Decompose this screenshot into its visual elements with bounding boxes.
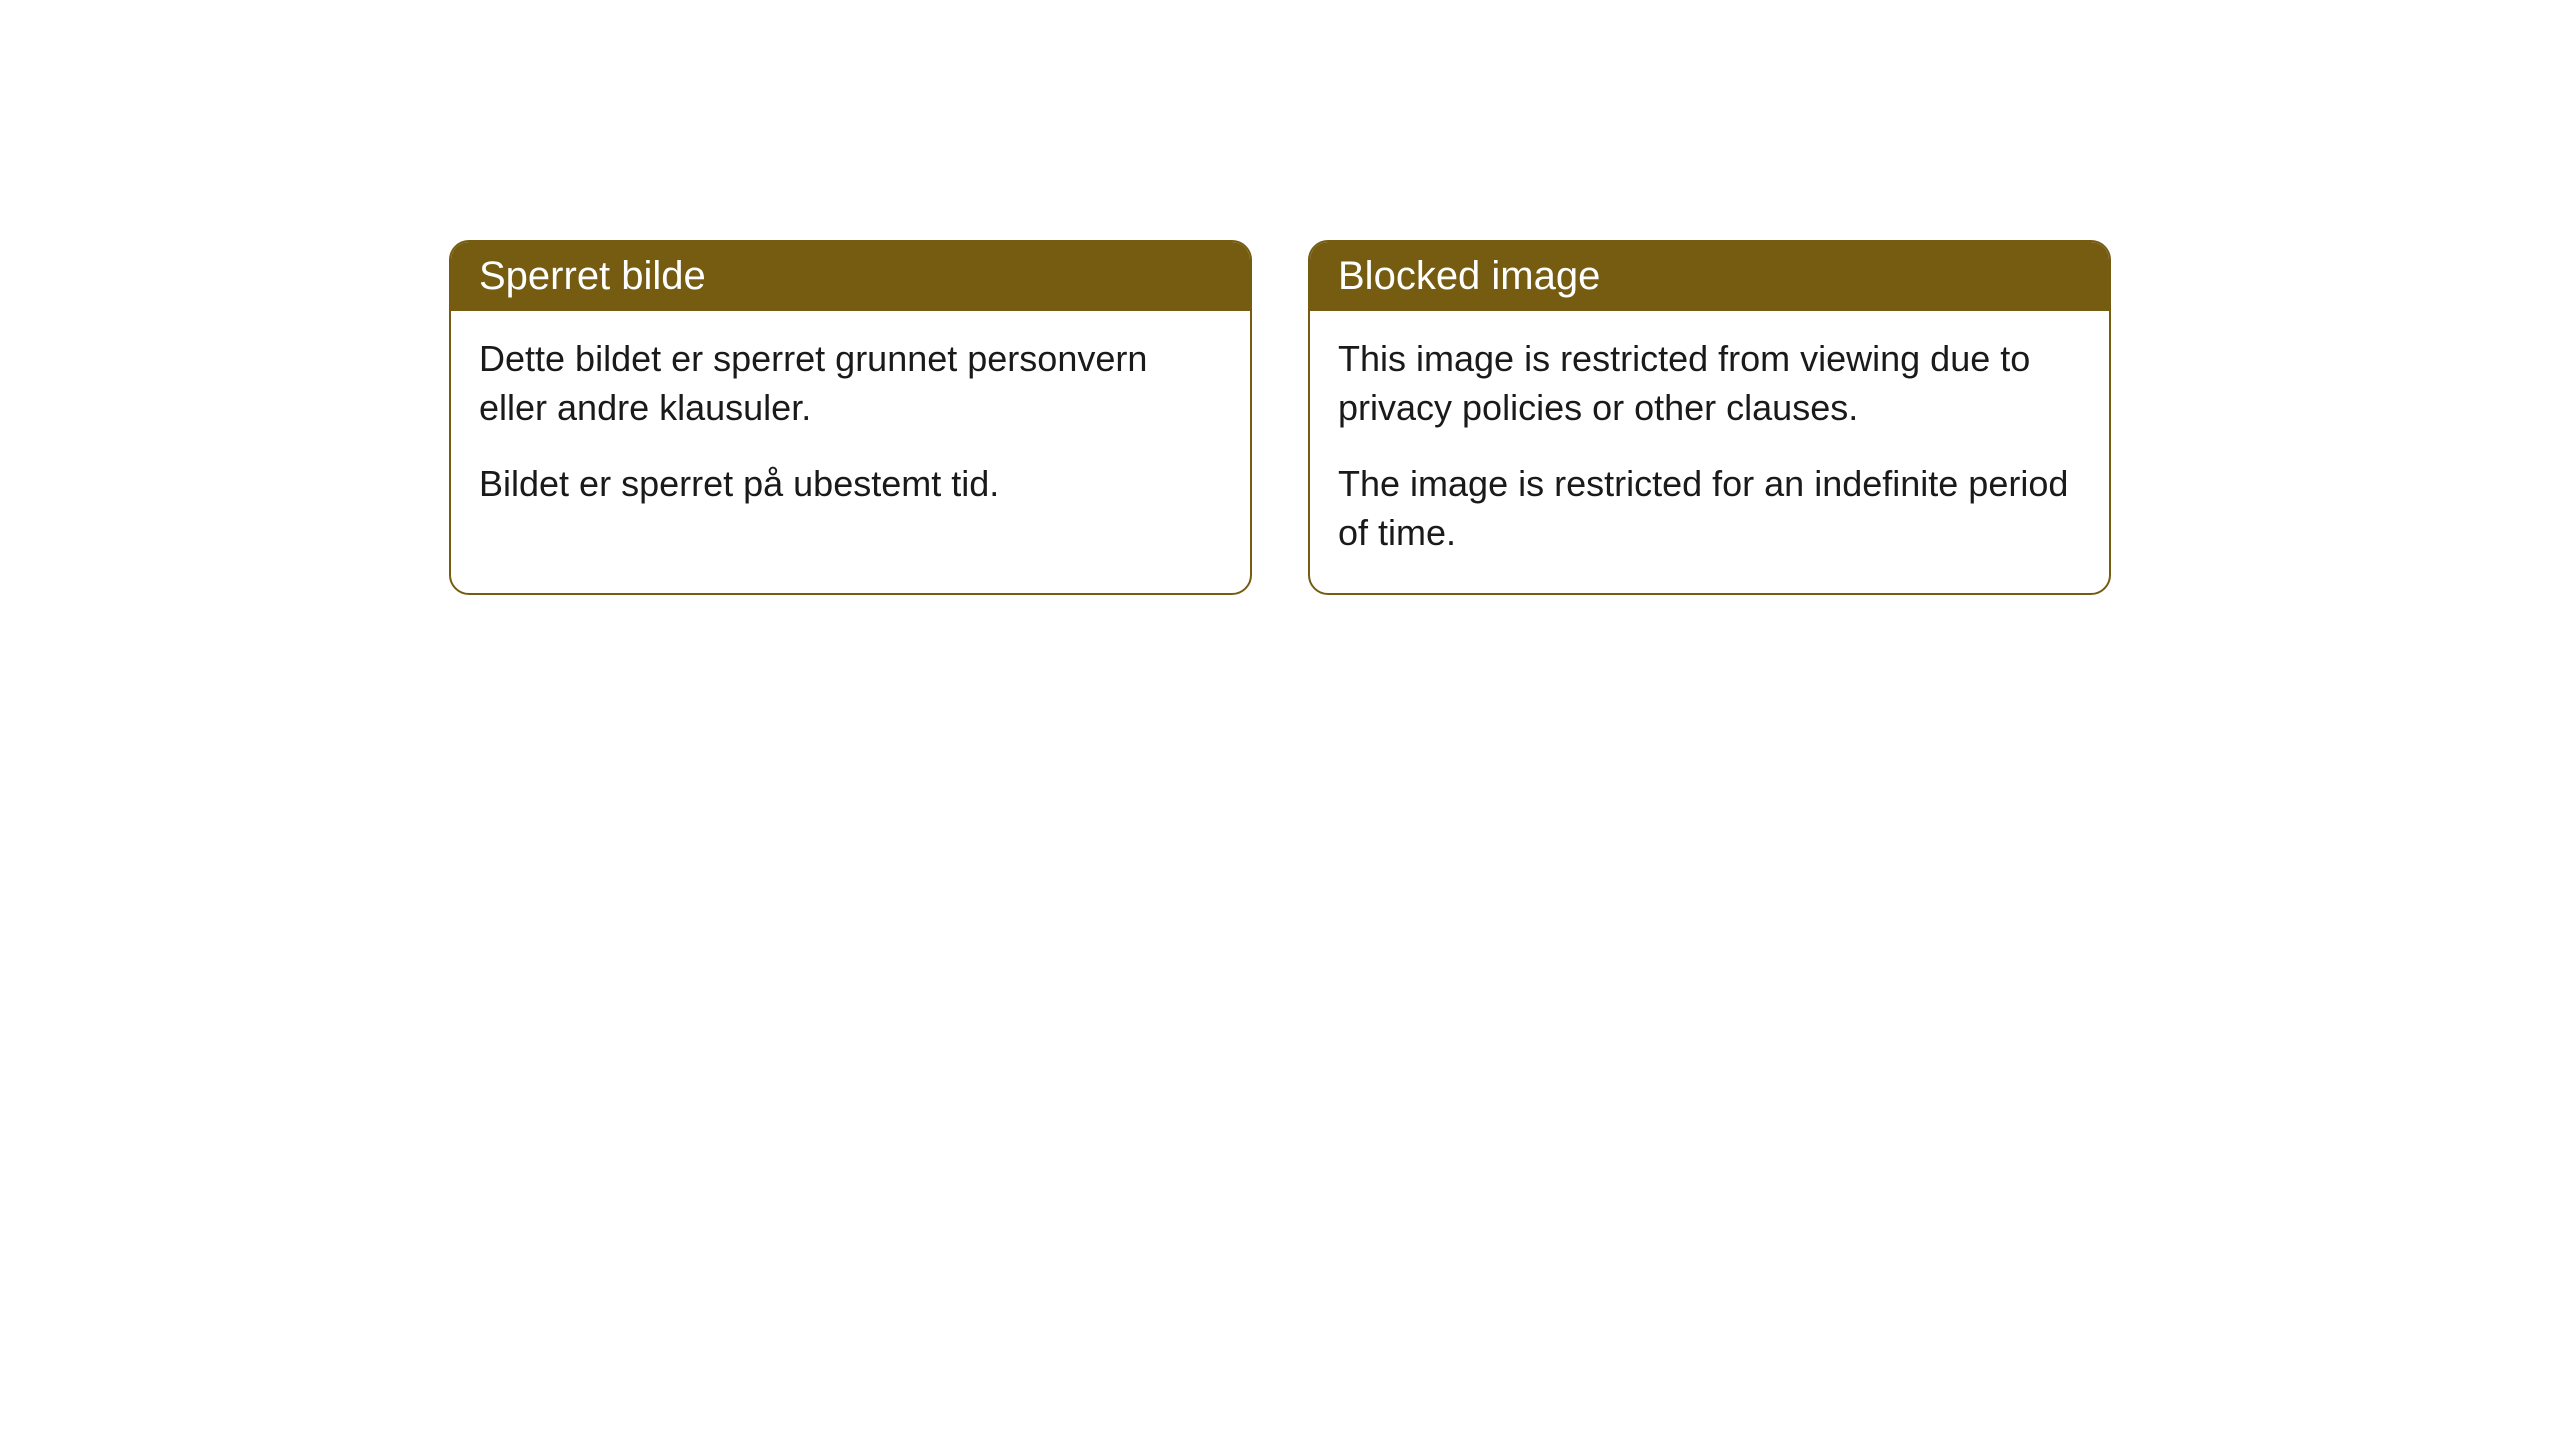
card-title-english: Blocked image	[1338, 254, 1600, 298]
card-norwegian: Sperret bilde Dette bildet er sperret gr…	[449, 240, 1252, 595]
card-title-norwegian: Sperret bilde	[479, 254, 706, 298]
card-paragraph1-english: This image is restricted from viewing du…	[1338, 335, 2081, 432]
card-paragraph2-norwegian: Bildet er sperret på ubestemt tid.	[479, 460, 1222, 509]
card-body-norwegian: Dette bildet er sperret grunnet personve…	[451, 311, 1250, 545]
cards-container: Sperret bilde Dette bildet er sperret gr…	[449, 240, 2111, 595]
card-header-norwegian: Sperret bilde	[451, 242, 1250, 311]
card-paragraph1-norwegian: Dette bildet er sperret grunnet personve…	[479, 335, 1222, 432]
card-paragraph2-english: The image is restricted for an indefinit…	[1338, 460, 2081, 557]
card-body-english: This image is restricted from viewing du…	[1310, 311, 2109, 593]
card-header-english: Blocked image	[1310, 242, 2109, 311]
card-english: Blocked image This image is restricted f…	[1308, 240, 2111, 595]
